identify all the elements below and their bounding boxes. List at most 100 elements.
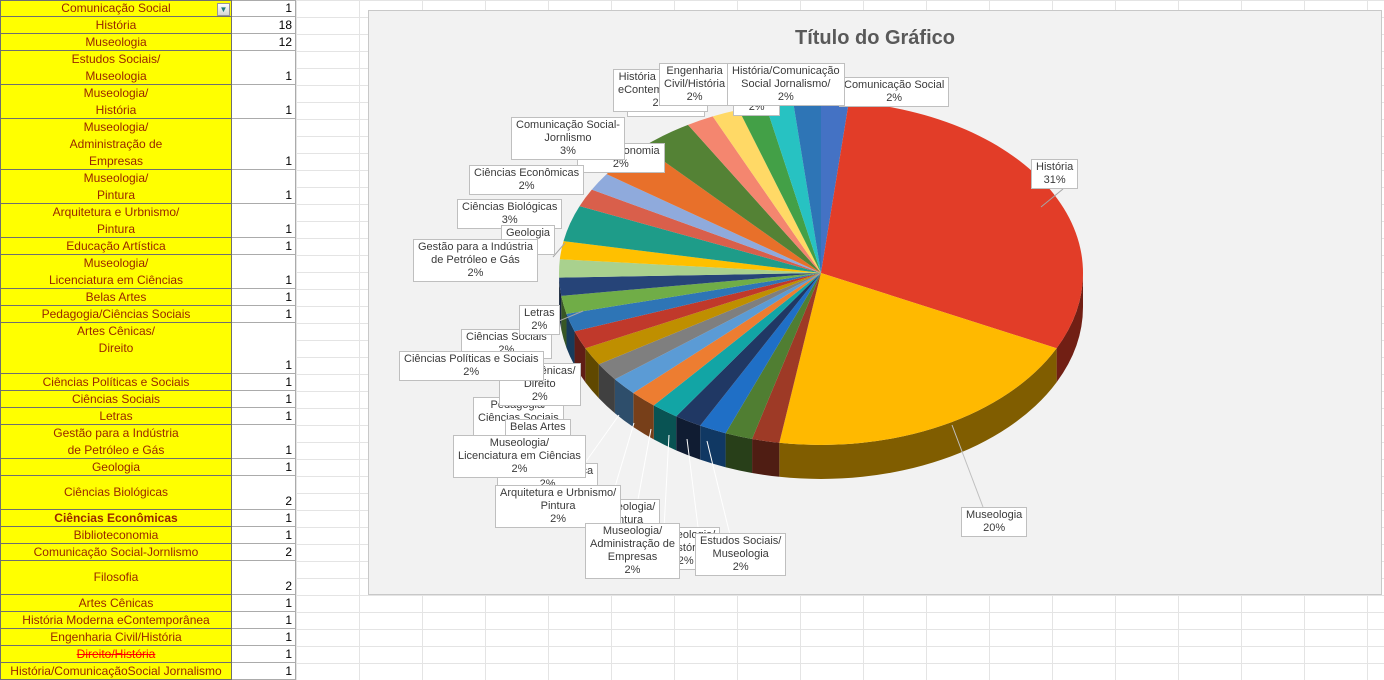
count-cell[interactable]: 1 <box>232 119 296 170</box>
category-label: Artes Cênicas/ <box>76 324 156 338</box>
category-cell[interactable]: Museologia/Pintura <box>0 170 232 204</box>
count-cell[interactable]: 1 <box>232 306 296 323</box>
category-cell[interactable]: Museologia <box>0 34 232 51</box>
count-cell[interactable]: 1 <box>232 629 296 646</box>
label-leader-line <box>1040 188 1064 208</box>
table-row: Comunicação Social-Jornlismo 2 <box>0 544 296 561</box>
count-cell[interactable]: 1 <box>232 595 296 612</box>
category-label: Museologia/ <box>83 85 149 100</box>
category-label: História Moderna eContemporânea <box>22 612 210 627</box>
label-leader-line <box>758 86 778 106</box>
table-row: Ciências Sociais 1 <box>0 391 296 408</box>
count-cell[interactable]: 2 <box>232 561 296 595</box>
count-cell[interactable]: 1 <box>232 85 296 119</box>
category-label: Educação Artística <box>66 238 166 253</box>
table-row: Direito/História 1 <box>0 646 296 663</box>
category-cell[interactable]: Direito/História <box>0 646 232 663</box>
category-label: Direito/História <box>76 646 156 661</box>
category-label: Pintura <box>96 187 136 202</box>
category-cell[interactable]: Geologia <box>0 459 232 476</box>
count-cell[interactable]: 1 <box>232 323 296 374</box>
category-cell[interactable]: Belas Artes <box>0 289 232 306</box>
category-label: Filosofia <box>93 570 139 584</box>
category-cell[interactable]: Comunicação Social-Jornlismo <box>0 544 232 561</box>
count-cell[interactable]: 1 <box>232 527 296 544</box>
table-row: Engenharia Civil/História 1 <box>0 629 296 646</box>
category-cell[interactable]: Estudos Sociais/Museologia <box>0 51 232 85</box>
count-cell[interactable]: 1 <box>232 408 296 425</box>
category-cell[interactable]: Museologia/Licenciatura em Ciências <box>0 255 232 289</box>
count-cell[interactable]: 1 <box>232 374 296 391</box>
table-row: Museologia/Licenciatura em Ciências 1 <box>0 255 296 289</box>
label-leader-line <box>611 422 635 498</box>
label-leader-line <box>663 434 670 530</box>
category-cell[interactable]: História <box>0 17 232 34</box>
category-cell[interactable]: Ciências Econômicas <box>0 510 232 527</box>
category-label: Licenciatura em Ciências <box>48 272 184 287</box>
category-cell[interactable]: História/ComunicaçãoSocial Jornalismo <box>0 663 232 680</box>
count-cell[interactable]: 1 <box>232 289 296 306</box>
count-cell[interactable]: 12 <box>232 34 296 51</box>
count-cell[interactable]: 1 <box>232 51 296 85</box>
category-label: Museologia/ <box>83 119 149 134</box>
category-label: Empresas <box>88 153 144 168</box>
table-row: Pedagogia/Ciências Sociais 1 <box>0 306 296 323</box>
table-row: Arquitetura e Urbnismo/Pintura 1 <box>0 204 296 238</box>
category-cell[interactable]: Educação Artística <box>0 238 232 255</box>
count-cell[interactable]: 1 <box>232 646 296 663</box>
count-cell[interactable]: 1 <box>232 612 296 629</box>
table-row: Ciências Políticas e Sociais 1 <box>0 374 296 391</box>
count-cell[interactable]: 1 <box>232 510 296 527</box>
category-cell[interactable]: Biblioteconomia <box>0 527 232 544</box>
category-cell[interactable]: Ciências Sociais <box>0 391 232 408</box>
category-label: Estudos Sociais/ <box>71 51 161 66</box>
count-cell[interactable]: 1 <box>232 425 296 459</box>
count-cell[interactable]: 1 <box>232 0 296 17</box>
label-leader-line <box>558 310 584 322</box>
count-cell[interactable]: 1 <box>232 459 296 476</box>
count-cell[interactable]: 1 <box>232 238 296 255</box>
category-cell[interactable]: História Moderna eContemporânea <box>0 612 232 629</box>
table-row: História Moderna eContemporânea 1 <box>0 612 296 629</box>
category-label: Arquitetura e Urbnismo/ <box>52 204 180 219</box>
count-cell[interactable]: 1 <box>232 255 296 289</box>
table-row: Ciências Econômicas 1 <box>0 510 296 527</box>
category-label: Engenharia Civil/História <box>50 629 182 644</box>
category-cell[interactable]: Comunicação Social ▼ <box>0 0 232 17</box>
count-cell[interactable]: 18 <box>232 17 296 34</box>
table-row: Museologia/Pintura 1 <box>0 170 296 204</box>
filter-dropdown-icon[interactable]: ▼ <box>217 3 230 16</box>
category-cell[interactable]: Ciências Biológicas <box>0 476 232 510</box>
category-cell[interactable]: Filosofia <box>0 561 232 595</box>
table-row: Educação Artística 1 <box>0 238 296 255</box>
category-label: Belas Artes <box>85 289 147 304</box>
table-row: Artes Cênicas/Direito 1 <box>0 323 296 374</box>
table-row: Belas Artes 1 <box>0 289 296 306</box>
count-cell[interactable]: 2 <box>232 476 296 510</box>
category-label: Museologia <box>85 68 147 83</box>
table-row: Estudos Sociais/Museologia 1 <box>0 51 296 85</box>
category-cell[interactable]: Museologia/História <box>0 85 232 119</box>
category-cell[interactable]: Artes Cênicas/Direito <box>0 323 232 374</box>
category-cell[interactable]: Engenharia Civil/História <box>0 629 232 646</box>
category-cell[interactable]: Museologia/Administração de Empresas <box>0 119 232 170</box>
chart[interactable]: Título do Gráfico História 31% Museologia 2… <box>368 10 1382 595</box>
category-cell[interactable]: Ciências Políticas e Sociais <box>0 374 232 391</box>
category-cell[interactable]: Artes Cênicas <box>0 595 232 612</box>
count-cell[interactable]: 1 <box>232 391 296 408</box>
category-cell[interactable]: Gestão para a Indústria de Petróleo e Gás <box>0 425 232 459</box>
category-label: Ciências Sociais <box>71 391 161 406</box>
label-leader-line <box>574 414 620 478</box>
category-label: Museologia <box>85 34 147 49</box>
count-cell[interactable]: 2 <box>232 544 296 561</box>
label-leader-line <box>834 90 870 104</box>
category-label: Artes Cênicas <box>78 595 154 610</box>
label-leader-line <box>686 438 700 536</box>
count-cell[interactable]: 1 <box>232 170 296 204</box>
count-cell[interactable]: 1 <box>232 204 296 238</box>
count-cell[interactable]: 1 <box>232 663 296 680</box>
category-cell[interactable]: Letras <box>0 408 232 425</box>
category-cell[interactable]: Pedagogia/Ciências Sociais <box>0 306 232 323</box>
category-cell[interactable]: Arquitetura e Urbnismo/Pintura <box>0 204 232 238</box>
